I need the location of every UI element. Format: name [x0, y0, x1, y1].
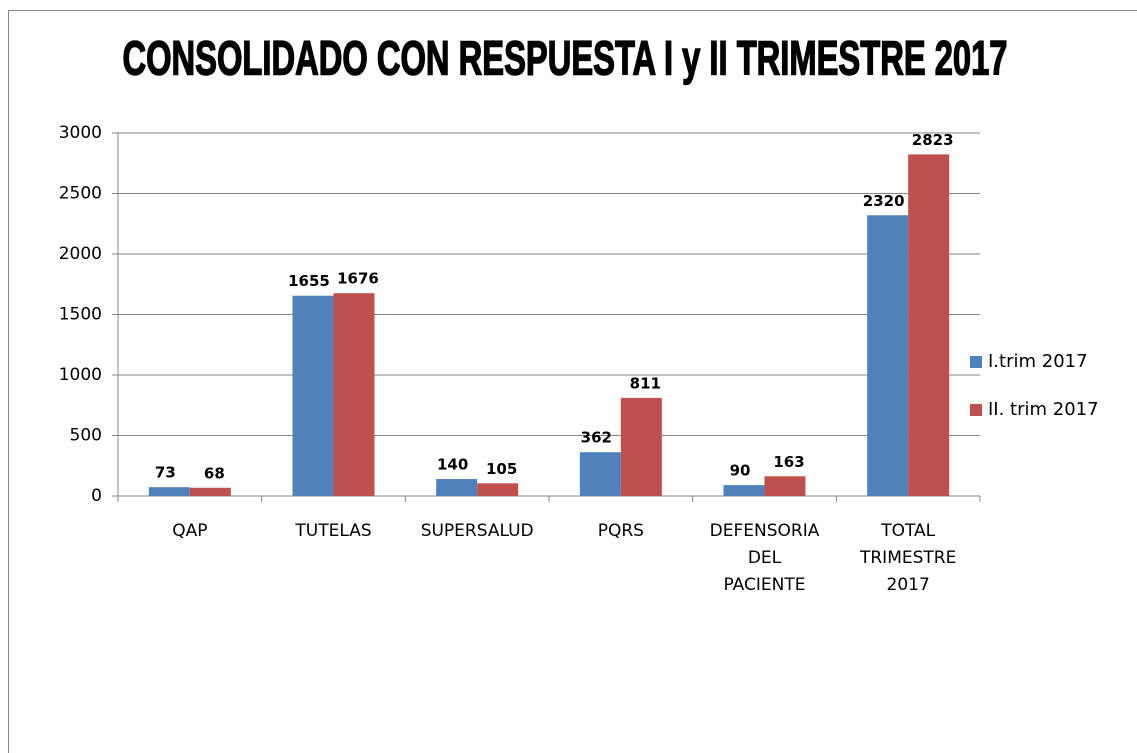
- y-tick-label: 2000: [59, 244, 102, 264]
- bar: [867, 215, 909, 496]
- bar: [908, 154, 950, 497]
- data-label: 2320: [863, 192, 905, 210]
- x-tick-label: TUTELAS: [295, 521, 372, 541]
- bar: [620, 397, 662, 496]
- data-label: 105: [486, 460, 517, 478]
- bar: [477, 483, 519, 496]
- y-tick-label: 1000: [59, 365, 102, 385]
- bar: [723, 485, 765, 496]
- legend-label: II. trim 2017: [988, 399, 1099, 420]
- data-label: 68: [204, 464, 225, 482]
- x-tick-label: TOTAL TRIMESTRE 2017: [859, 521, 957, 595]
- legend-swatch: [970, 404, 982, 416]
- bar: [189, 487, 231, 496]
- data-label: 140: [437, 456, 468, 474]
- y-tick-label: 1500: [59, 305, 102, 325]
- y-tick-label: 0: [91, 486, 102, 506]
- bar: [148, 487, 190, 496]
- bar: [579, 452, 621, 496]
- bar: [292, 295, 334, 496]
- bar: [764, 476, 806, 496]
- bar: [436, 479, 478, 496]
- chart-title: CONSOLIDADO CON RESPUESTA I y II TRIMEST…: [123, 33, 1008, 86]
- data-label: 1655: [288, 272, 330, 290]
- y-tick-label: 3000: [59, 123, 102, 143]
- data-label: 73: [155, 464, 176, 482]
- data-label: 2823: [912, 131, 954, 149]
- data-label: 90: [730, 462, 751, 480]
- data-label: 811: [630, 374, 661, 392]
- y-tick-label: 500: [70, 426, 102, 446]
- y-tick-label: 2500: [59, 184, 102, 204]
- bar: [333, 293, 375, 496]
- frame: [8, 10, 1137, 753]
- x-tick-label: PQRS: [597, 521, 644, 541]
- legend-label: I.trim 2017: [988, 351, 1088, 372]
- data-label: 1676: [337, 270, 379, 288]
- legend-swatch: [970, 356, 982, 368]
- data-label: 163: [773, 453, 804, 471]
- data-label: 362: [581, 429, 612, 447]
- x-tick-label: DEFENSORIA DEL PACIENTE: [709, 521, 820, 595]
- x-tick-label: SUPERSALUD: [420, 521, 534, 541]
- x-tick-label: QAP: [172, 521, 208, 541]
